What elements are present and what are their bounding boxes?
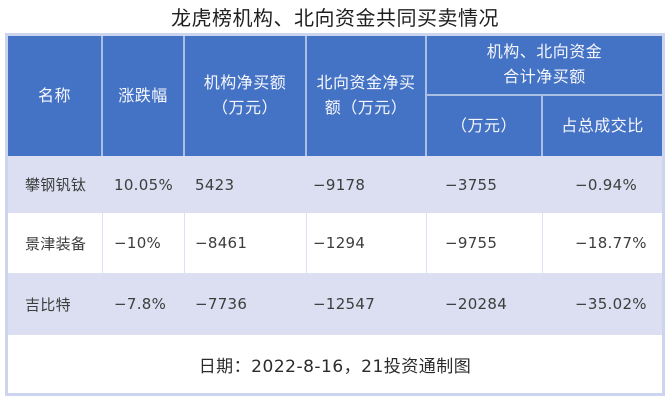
chart-title: 龙虎榜机构、北向资金共同买卖情况 <box>171 6 499 30</box>
table-footnote: 日期：2022-8-16，21投资通制图 <box>8 335 662 393</box>
col-header-inst-line1: 机构净买额 <box>203 73 287 93</box>
col-header-inst-line2: （万元） <box>211 98 278 117</box>
cell-change: −7.8% <box>103 273 185 335</box>
cell-inst: −8461 <box>185 213 307 273</box>
cell-change: −10% <box>103 213 185 273</box>
col-header-combined-amount-label: （万元） <box>450 115 517 135</box>
col-header-name: 名称 <box>8 36 103 156</box>
cell-inst: −7736 <box>185 273 307 335</box>
col-header-combined-group: 机构、北向资金 合计净买额 <box>427 36 662 96</box>
cell-ratio: −18.77% <box>543 213 662 273</box>
table-grid: 名称 涨跌幅 机构净买额 （万元） 北向资金净买 额（万元） 机构、北向资金 合… <box>8 36 662 393</box>
cell-combined: −9755 <box>427 213 543 273</box>
data-table: 名称 涨跌幅 机构净买额 （万元） 北向资金净买 额（万元） 机构、北向资金 合… <box>5 33 665 396</box>
col-header-change: 涨跌幅 <box>103 36 185 156</box>
cell-inst: 5423 <box>185 156 307 213</box>
col-header-north-net-buy: 北向资金净买 额（万元） <box>307 36 427 156</box>
col-header-change-label: 涨跌幅 <box>118 85 168 105</box>
cell-name: 吉比特 <box>8 273 103 335</box>
col-header-group-line1: 机构、北向资金 <box>486 42 603 62</box>
col-header-combined-ratio-label: 占总成交比 <box>561 115 644 135</box>
cell-name: 攀钢钒钛 <box>8 156 103 213</box>
col-header-group-line2: 合计净买额 <box>503 67 586 86</box>
cell-name: 景津装备 <box>8 213 103 273</box>
col-header-north-line2: 额（万元） <box>324 98 408 117</box>
cell-change: 10.05% <box>103 156 185 213</box>
cell-north: −9178 <box>307 156 427 213</box>
cell-north: −12547 <box>307 273 427 335</box>
col-header-combined-amount: （万元） <box>427 96 543 156</box>
col-header-north-line1: 北向资金净买 <box>316 73 416 93</box>
col-header-combined-ratio: 占总成交比 <box>543 96 662 156</box>
cell-combined: −20284 <box>427 273 543 335</box>
cell-combined: −3755 <box>427 156 543 213</box>
cell-north: −1294 <box>307 213 427 273</box>
cell-ratio: −0.94% <box>543 156 662 213</box>
col-header-inst-net-buy: 机构净买额 （万元） <box>185 36 307 156</box>
col-header-name-label: 名称 <box>37 85 71 105</box>
cell-ratio: −35.02% <box>543 273 662 335</box>
